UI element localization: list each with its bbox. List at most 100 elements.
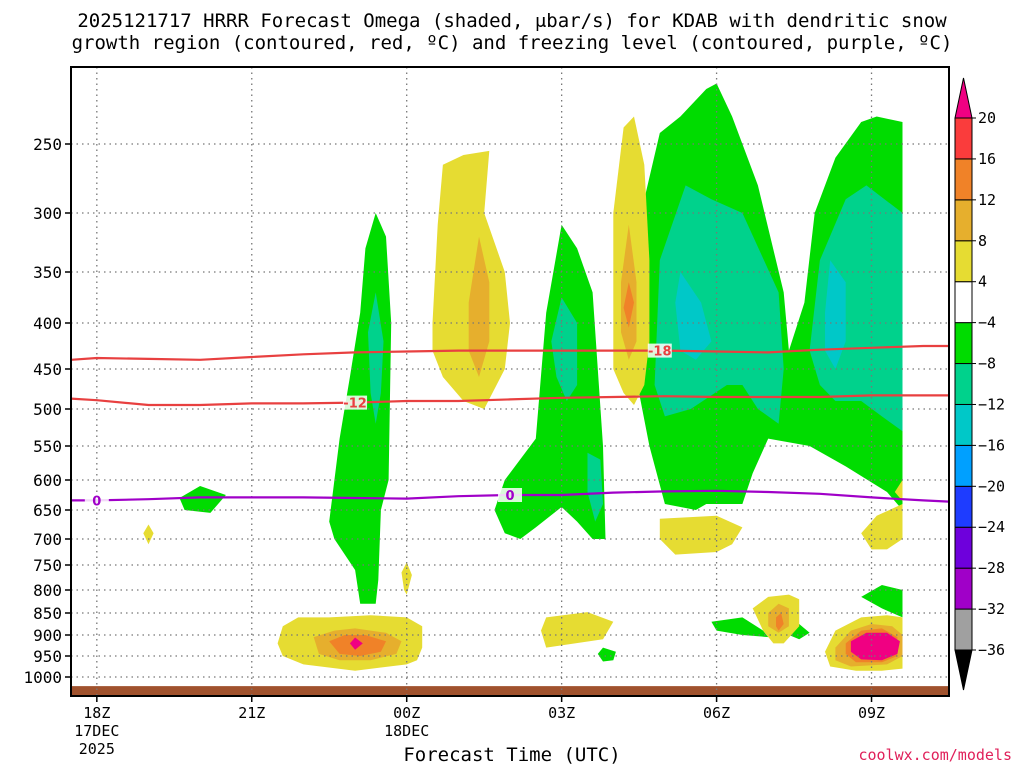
colorbar-label: −24 [978,518,1005,536]
y-tick-label: 850 [33,604,62,623]
x-tick-label: 03Z [548,704,575,722]
colorbar-segment [954,403,973,446]
colorbar-segment [954,158,973,201]
colorbar-label: −4 [978,314,996,332]
omega-region-5 [587,452,603,522]
colorbar-segment [954,117,973,160]
x-tick-label: 18Z [83,704,110,722]
colorbar-label: 4 [978,273,987,291]
x-tick-label: 09Z [858,704,885,722]
terrain-layer [71,686,949,696]
omega-region-20 [349,637,363,650]
contour-label: 0 [505,489,514,504]
colorbar-label: 8 [978,232,987,250]
y-tick-label: 550 [33,437,62,456]
omega-region-30 [776,613,784,631]
colorbar-segment [954,240,973,283]
omega-region-31 [861,504,903,550]
contour-label-bg [343,395,368,410]
y-tick-label: 750 [33,556,62,575]
omega-shading-layer [143,83,903,671]
y-tick-label: 450 [33,360,62,379]
omega-region-36 [850,632,900,661]
colorbar-segment [954,322,973,365]
colorbar-label: 20 [978,109,996,127]
omega-region-8 [809,185,903,432]
contour-label: -12 [343,397,367,412]
omega-region-14 [597,647,616,662]
y-tick-label: 250 [33,135,62,154]
contour-label: -18 [648,345,672,360]
x-tick-label: 18DEC [384,722,429,740]
colorbar-label: −12 [978,395,1005,413]
colorbar-segment [954,567,973,610]
omega-region-10 [825,260,846,369]
colorbar-segment [954,608,973,651]
y-tick-label: 500 [33,400,62,419]
omega-region-32 [894,480,903,501]
colorbar-label: −8 [978,355,996,373]
y-tick-label: 950 [33,647,62,666]
colorbar-segment [954,526,973,569]
colorbar: −36 −32 −28 −24 −20 −16 −12 −8 −4 4 8 12 16 20 [954,77,1005,691]
omega-region-4 [551,297,578,401]
y-tick-label: 650 [33,501,62,520]
y-axis: 250 300 350 400 450 500 550 600 650 700 750 800 850 9… [23,135,71,687]
contour-line-1 [71,394,949,407]
colorbar-extend-high [954,77,973,119]
contour-label-bg [498,488,522,502]
omega-region-27 [659,515,743,555]
x-tick-label: 17DEC [74,722,119,740]
y-tick-label: 350 [33,263,62,282]
colorbar-segment [954,363,973,405]
chart-title-line-1: 2025121717 HRRR Forecast Omega (shaded, … [77,10,947,32]
colorbar-extend-low [954,649,973,691]
omega-region-12 [711,617,769,638]
chart-title-line-2: growth region (contoured, red, ºC) and f… [71,32,953,54]
credit-link[interactable]: coolwx.com/models [858,746,1012,764]
colorbar-segment [954,444,973,487]
omega-region-21 [432,150,510,409]
y-tick-label: 1000 [23,668,62,687]
terrain-band [71,686,949,696]
contour-label-bg [647,343,672,358]
x-tick-label: 06Z [703,704,730,722]
plot-frame [70,66,950,697]
x-tick-label: 21Z [238,704,265,722]
colorbar-label: −20 [978,477,1005,495]
colorbar-label: 12 [978,191,996,209]
contour-label: 0 [92,494,101,509]
y-tick-label: 400 [33,314,62,333]
y-tick-label: 300 [33,204,62,223]
omega-region-0 [179,486,226,513]
colorbar-label: −36 [978,641,1005,659]
y-tick-label: 700 [33,530,62,549]
x-tick-label: 2025 [79,740,115,758]
colorbar-label: −32 [978,600,1005,618]
x-tick-label: 00Z [393,704,420,722]
omega-region-25 [623,282,634,328]
y-tick-label: 900 [33,626,62,645]
omega-region-7 [654,185,784,424]
omega-region-9 [675,272,712,360]
colorbar-segment [954,485,973,528]
gridlines [71,67,949,696]
x-axis-label: Forecast Time (UTC) [403,744,621,766]
colorbar-label: 16 [978,150,996,168]
colorbar-segment [954,281,973,324]
y-tick-label: 800 [33,581,62,600]
contour-line-0 [71,344,949,361]
contour-layer: -18 -12 0 0 [71,343,949,509]
omega-region-26 [541,612,614,648]
omega-region-15 [143,524,154,545]
colorbar-segment [954,199,973,242]
colorbar-label: −28 [978,559,1005,577]
colorbar-label: −16 [978,436,1005,454]
contour-label-bg [84,493,109,508]
omega-region-11 [861,585,903,618]
omega-region-2 [368,292,384,424]
omega-region-3 [494,224,606,540]
y-tick-label: 600 [33,471,62,490]
